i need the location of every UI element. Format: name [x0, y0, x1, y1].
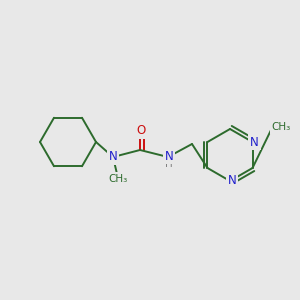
Text: CH₃: CH₃ — [108, 174, 128, 184]
Text: O: O — [136, 124, 146, 137]
Text: N: N — [165, 149, 173, 163]
Text: CH₃: CH₃ — [272, 122, 291, 132]
Text: N: N — [109, 151, 117, 164]
Text: N: N — [228, 175, 236, 188]
Text: N: N — [250, 136, 259, 148]
Text: H: H — [165, 159, 173, 169]
